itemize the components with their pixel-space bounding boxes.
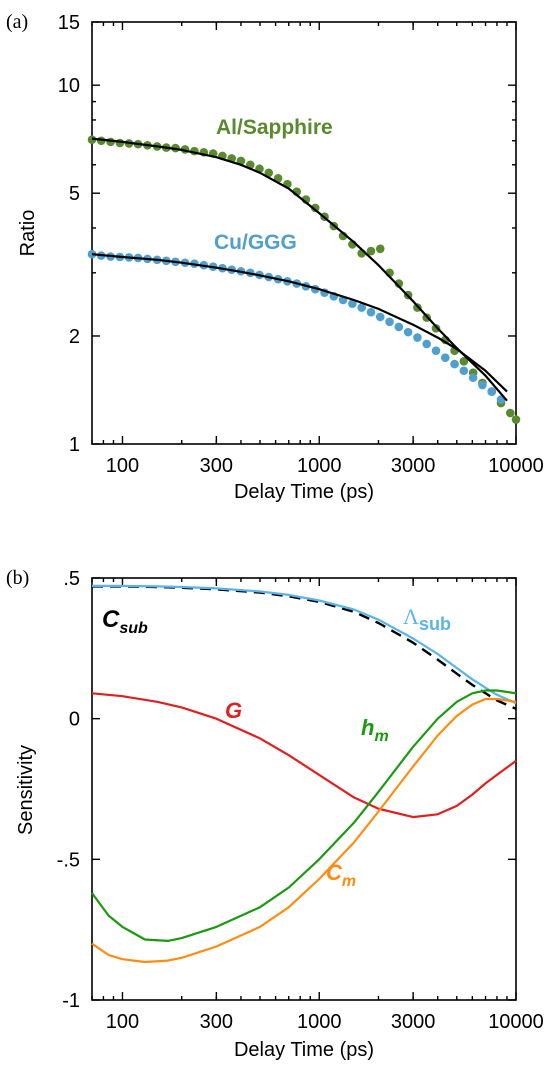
data-point-al-sapphire (366, 246, 376, 256)
series-line-fitcu (91, 253, 508, 393)
data-point-cu-ggg (348, 299, 357, 309)
series-group-b (91, 584, 517, 964)
data-point-cu-ggg (403, 327, 413, 337)
data-point-al-sapphire (511, 415, 521, 424)
data-point-al-sapphire (394, 279, 404, 288)
label-cu-ggg: Cu/GGG (214, 231, 297, 254)
data-point-cu-ggg (375, 312, 385, 322)
data-point-cu-ggg (422, 339, 432, 349)
x-tick-label: 10000 (488, 455, 544, 477)
panel-a: (a) 100 300 1000 3000 10000 1 2 5 10 15 Ratio Del… (6, 11, 544, 503)
data-point-cu-ggg (431, 346, 441, 355)
data-point-al-sapphire (264, 168, 274, 178)
series-line-g (91, 692, 517, 819)
panel-b: (b) 100 300 1000 3000 10000 -1 -.5 0 .5 Sensitiv… (6, 567, 544, 1061)
data-point-cu-ggg (366, 307, 376, 317)
label-al-sapphire: Al/Sapphire (216, 116, 333, 139)
data-point-al-sapphire (459, 357, 469, 366)
x-tick-label: 1000 (297, 1011, 342, 1033)
series-line-cm (91, 697, 517, 964)
plot-frame-b (91, 577, 517, 1001)
y-tick-label: 0 (69, 709, 80, 731)
x-tick-label: 300 (200, 1011, 233, 1033)
x-tick-label: 100 (106, 455, 139, 477)
x-tick-label: 3000 (391, 455, 436, 477)
y-tick-label: -1 (62, 990, 80, 1012)
data-point-al-sapphire (310, 203, 320, 213)
x-tick-label: 3000 (391, 1011, 436, 1033)
data-point-al-sapphire (505, 408, 515, 418)
data-point-al-sapphire (375, 244, 385, 254)
y-tick-label: 2 (69, 326, 80, 348)
data-point-cu-ggg (478, 380, 487, 390)
data-point-al-sapphire (431, 324, 441, 333)
plot-frame-a (91, 21, 517, 445)
y-tick-label: .5 (63, 568, 80, 590)
label-c-sub: Csub (102, 606, 148, 637)
y-tick-label: 10 (58, 75, 80, 97)
label-c-m: Cm (326, 860, 356, 890)
data-point-cu-ggg (459, 366, 469, 376)
axis-ticks-b: 100 300 1000 3000 10000 -1 -.5 0 .5 (57, 568, 544, 1033)
x-axis-title-b: Delay Time (ps) (234, 1039, 374, 1061)
label-g: G (225, 698, 242, 723)
data-point-cu-ggg (357, 303, 366, 312)
panel-label-a: (a) (6, 11, 28, 33)
data-point-cu-ggg (450, 359, 459, 369)
series-line-sub (92, 584, 517, 705)
label-lambda-sub: Λsub (403, 604, 451, 634)
x-tick-label: 10000 (488, 1011, 544, 1033)
y-tick-label: 15 (58, 12, 80, 34)
series-line-fital (91, 137, 508, 402)
y-tick-label: 5 (69, 183, 80, 205)
data-point-cu-ggg (385, 317, 394, 327)
y-tick-label: 1 (69, 434, 80, 456)
x-tick-label: 300 (200, 455, 233, 477)
data-point-cu-ggg (440, 353, 450, 362)
y-axis-title-a: Ratio (17, 210, 39, 257)
x-tick-label: 1000 (297, 455, 342, 477)
panel-label-b: (b) (6, 567, 29, 589)
data-point-cu-ggg (413, 333, 422, 342)
series-line-hm (91, 689, 517, 942)
data-point-cu-ggg (394, 322, 404, 332)
label-h-m: hm (361, 715, 389, 745)
x-axis-title-a: Delay Time (ps) (234, 481, 374, 503)
data-point-cu-ggg (487, 387, 497, 396)
series-line-csub (92, 585, 517, 710)
series-group-a (87, 135, 521, 424)
x-tick-label: 100 (106, 1011, 139, 1033)
axis-ticks-a: 100 300 1000 3000 10000 1 2 5 10 15 (58, 12, 544, 477)
data-point-cu-ggg (468, 373, 478, 383)
y-tick-label: -.5 (57, 849, 80, 871)
y-axis-title-b: Sensitivity (15, 745, 37, 835)
